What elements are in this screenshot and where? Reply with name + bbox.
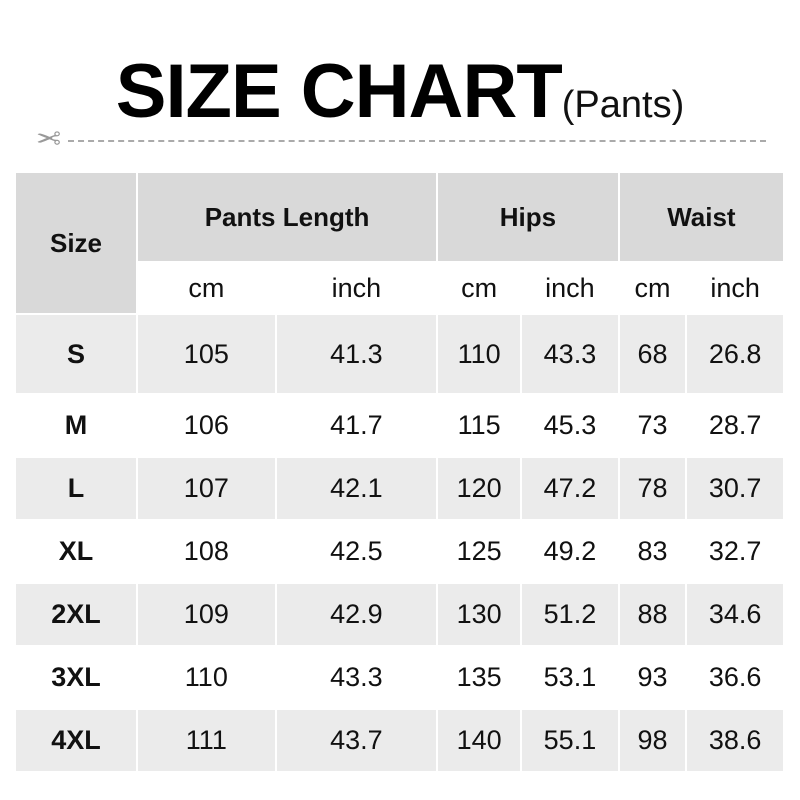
size-cell: S xyxy=(16,315,136,393)
value-cell: 68 xyxy=(619,315,686,393)
value-cell: 36.6 xyxy=(687,647,783,708)
value-cell: 43.3 xyxy=(522,315,618,393)
value-cell: 110 xyxy=(138,647,275,708)
value-cell: 115 xyxy=(438,395,521,456)
value-cell: 42.9 xyxy=(276,584,437,645)
scissors-icon: ✂ xyxy=(36,123,62,156)
value-cell: 34.6 xyxy=(687,584,783,645)
value-cell: 125 xyxy=(438,521,521,582)
value-cell: 26.8 xyxy=(687,315,783,393)
value-cell: 107 xyxy=(138,458,275,519)
unit-row: cm inch cm inch cm inch xyxy=(16,263,783,313)
table-row: M 106 41.7 115 45.3 73 28.7 xyxy=(16,395,783,456)
value-cell: 73 xyxy=(619,395,686,456)
value-cell: 51.2 xyxy=(522,584,618,645)
value-cell: 111 xyxy=(138,710,275,771)
value-cell: 43.3 xyxy=(276,647,437,708)
value-cell: 53.1 xyxy=(522,647,618,708)
value-cell: 78 xyxy=(619,458,686,519)
title-sub: (Pants) xyxy=(561,84,685,126)
size-cell: XL xyxy=(16,521,136,582)
unit-label: inch xyxy=(522,263,618,313)
value-cell: 140 xyxy=(438,710,521,771)
header-row: Size Pants Length Hips Waist xyxy=(16,173,783,313)
value-cell: 105 xyxy=(138,315,275,393)
value-cell: 98 xyxy=(619,710,686,771)
cut-line: ✂ xyxy=(36,123,766,156)
unit-label: inch xyxy=(687,263,783,313)
table-row: S 105 41.3 110 43.3 68 26.8 xyxy=(16,315,783,393)
dashed-divider xyxy=(68,140,766,142)
title-main: SIZE CHART xyxy=(115,49,563,134)
size-cell: 2XL xyxy=(16,584,136,645)
value-cell: 32.7 xyxy=(687,521,783,582)
header-waist: Waist xyxy=(619,173,783,261)
table-row: 2XL 109 42.9 130 51.2 88 34.6 xyxy=(16,584,783,645)
value-cell: 42.1 xyxy=(276,458,437,519)
table-row: L 107 42.1 120 47.2 78 30.7 xyxy=(16,458,783,519)
value-cell: 93 xyxy=(619,647,686,708)
size-table: Size Pants Length Hips Waist cm inch cm inc… xyxy=(14,171,785,773)
value-cell: 30.7 xyxy=(687,458,783,519)
value-cell: 55.1 xyxy=(522,710,618,771)
value-cell: 42.5 xyxy=(276,521,437,582)
table-row: XL 108 42.5 125 49.2 83 32.7 xyxy=(16,521,783,582)
value-cell: 83 xyxy=(619,521,686,582)
size-cell: 3XL xyxy=(16,647,136,708)
value-cell: 109 xyxy=(138,584,275,645)
value-cell: 28.7 xyxy=(687,395,783,456)
value-cell: 106 xyxy=(138,395,275,456)
value-cell: 38.6 xyxy=(687,710,783,771)
value-cell: 130 xyxy=(438,584,521,645)
value-cell: 41.3 xyxy=(276,315,437,393)
value-cell: 108 xyxy=(138,521,275,582)
page-title: SIZE CHART(Pants) xyxy=(0,48,800,135)
value-cell: 41.7 xyxy=(276,395,437,456)
unit-label: cm xyxy=(138,263,275,313)
value-cell: 45.3 xyxy=(522,395,618,456)
header-pants-length: Pants Length xyxy=(138,173,437,261)
value-cell: 88 xyxy=(619,584,686,645)
table-row: 4XL 111 43.7 140 55.1 98 38.6 xyxy=(16,710,783,771)
value-cell: 120 xyxy=(438,458,521,519)
value-cell: 43.7 xyxy=(276,710,437,771)
header-size: Size xyxy=(16,173,136,313)
unit-label: cm xyxy=(619,263,686,313)
header-hips: Hips xyxy=(438,173,618,261)
size-cell: M xyxy=(16,395,136,456)
unit-label: cm xyxy=(438,263,521,313)
table-row: 3XL 110 43.3 135 53.1 93 36.6 xyxy=(16,647,783,708)
value-cell: 135 xyxy=(438,647,521,708)
value-cell: 47.2 xyxy=(522,458,618,519)
size-cell: 4XL xyxy=(16,710,136,771)
value-cell: 110 xyxy=(438,315,521,393)
size-cell: L xyxy=(16,458,136,519)
value-cell: 49.2 xyxy=(522,521,618,582)
unit-label: inch xyxy=(276,263,437,313)
